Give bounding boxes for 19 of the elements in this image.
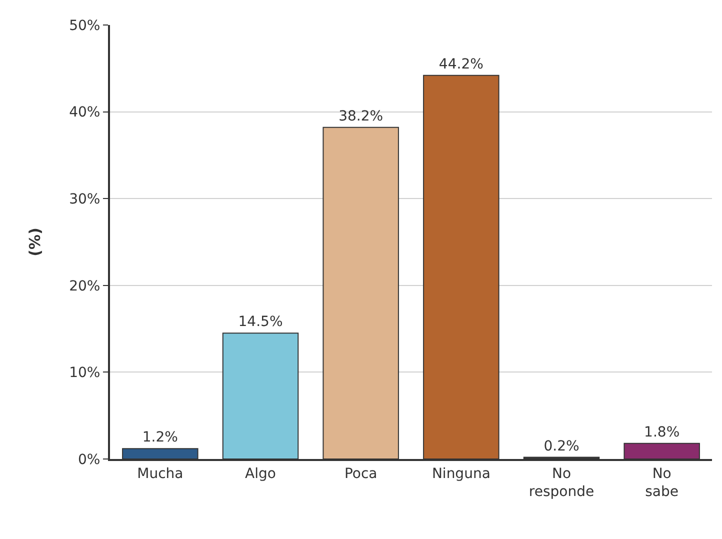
y-tick-label: 40% xyxy=(69,104,100,121)
y-tick-label: 10% xyxy=(69,365,100,382)
x-tick-label: Ninguna xyxy=(432,466,490,482)
data-label: 38.2% xyxy=(338,108,384,124)
y-tick-label: 20% xyxy=(69,278,100,294)
data-label: 0.2% xyxy=(544,438,580,454)
y-tick-label: 0% xyxy=(78,452,100,468)
data-label: 1.2% xyxy=(142,430,178,446)
y-tick-label: 30% xyxy=(69,192,100,208)
x-tick-label: No responde xyxy=(528,466,594,500)
x-tick-label: Mucha xyxy=(137,466,184,482)
data-label: 1.8% xyxy=(644,424,680,440)
x-tick-label: Algo xyxy=(245,466,276,482)
data-label: 44.2% xyxy=(438,56,484,72)
x-tick-label: No sabe xyxy=(645,466,679,500)
x-tick-label: Poca xyxy=(344,466,378,482)
y-tick-label: 50% xyxy=(69,18,100,34)
data-label: 14.5% xyxy=(238,314,283,330)
y-axis-title: (%) xyxy=(26,228,44,256)
